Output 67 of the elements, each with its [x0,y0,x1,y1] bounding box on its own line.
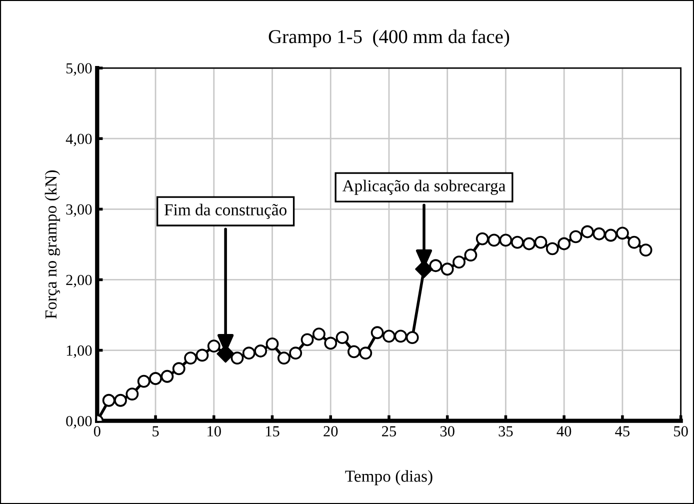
point [406,331,419,344]
point [126,388,139,400]
x-tick-label: 35 [498,426,513,436]
y-tick-label: 3,00 [66,204,92,217]
point [114,394,127,407]
point [580,225,594,238]
point [102,394,116,407]
point [196,348,209,362]
point [628,236,641,249]
point [464,248,478,262]
point [604,228,618,242]
annotation: Fim da construção [164,204,286,219]
point [476,232,489,246]
point [429,259,442,272]
point [534,236,548,249]
point [370,326,384,340]
point [300,333,314,346]
point [488,234,501,247]
point [336,331,349,344]
x-tick-label: 30 [440,426,454,436]
point [254,344,268,358]
point [440,262,454,276]
point [207,340,220,353]
x-tick-label: 45 [615,426,630,436]
y-axis-title: Força no grampo (kN) [44,170,60,319]
point [312,328,326,341]
chart-title: Grampo 1-5 (400 mm da face) [268,29,510,48]
point [324,336,338,350]
point [242,346,256,360]
point [172,362,186,376]
y-tick-label: 0,00 [66,416,92,428]
x-tick-label: 5 [152,426,159,436]
point [522,237,536,250]
point [230,352,244,364]
x-tick-label: 10 [208,426,221,436]
x-tick-label: 50 [674,426,688,436]
point [592,227,606,240]
point [137,374,150,388]
point [639,244,652,257]
y-tick-label: 4,00 [66,134,92,146]
point [510,236,524,249]
x-tick-label: 25 [382,426,396,436]
x-tick-label: 15 [266,426,280,436]
point [394,330,408,343]
point [359,346,372,360]
point [616,226,629,240]
point [160,370,174,383]
point [266,337,279,350]
x-tick-label: 0 [94,426,100,436]
point [348,345,360,358]
point [382,330,396,343]
x-tick-label: 40 [556,426,572,436]
point [452,256,466,269]
point [558,237,571,250]
y-tick-label: 5,00 [66,63,92,76]
y-tick-label: 1,00 [66,345,92,358]
x-axis-title: Tempo (dias) [345,470,432,486]
annotation: Aplicação da sobrecarga [342,180,506,195]
point [149,372,162,385]
point [499,234,512,247]
y-tick-label: 2,00 [66,274,92,288]
point [277,352,290,364]
point [184,352,198,364]
point [289,346,302,360]
point [546,242,559,256]
x-tick-label: 20 [324,426,338,436]
point [569,230,582,244]
